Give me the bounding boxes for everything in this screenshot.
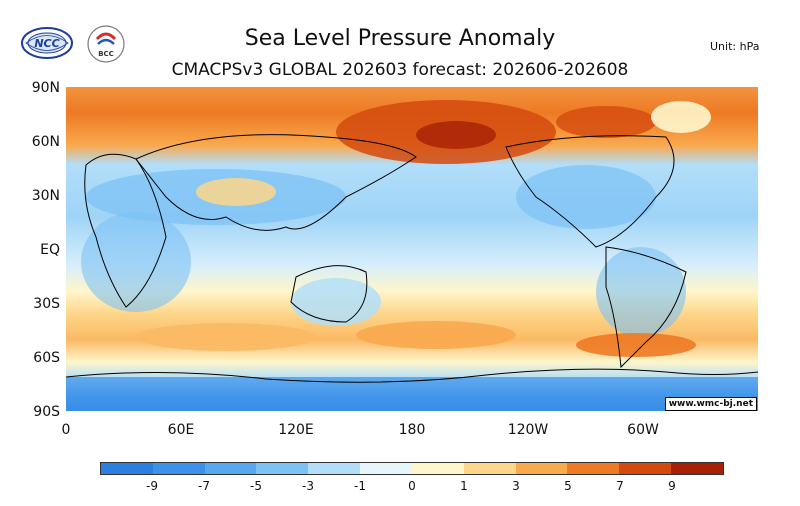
lon-label-120e: 120E [278, 422, 314, 438]
low-anomaly-greenland [651, 101, 711, 133]
map-subtitle: CMACPSv3 GLOBAL 202603 forecast: 202606-… [171, 60, 629, 80]
low-anomaly-africa [81, 212, 191, 312]
colorbar-tick-label: -5 [250, 479, 262, 493]
watermark: www.wmc-bj.net [664, 397, 757, 411]
low-anomaly-south-america [596, 247, 686, 337]
lon-label-60e: 60E [167, 422, 195, 438]
colorbar-tick-label: -1 [354, 479, 366, 493]
colorbar-tick-label: 5 [564, 479, 572, 493]
colorbar-tick-label: -3 [302, 479, 314, 493]
lon-label-0: 0 [61, 422, 71, 438]
lat-label-30s: 30S [33, 296, 60, 312]
high-anomaly-bering-core [416, 121, 496, 149]
colorbar-tick-label: -7 [198, 479, 210, 493]
colorbar-segment [256, 463, 309, 474]
lat-label-eq: EQ [40, 242, 60, 258]
colorbar-tick-label: 7 [616, 479, 624, 493]
lat-label-60n: 60N [31, 134, 60, 150]
colorbar-tick-label: 9 [668, 479, 676, 493]
bcc-logo: BCC [87, 25, 125, 63]
lon-label-120w: 120W [507, 422, 549, 438]
coastline-south-america [605, 246, 687, 369]
colorbar-tick-label: 3 [512, 479, 520, 493]
colorbar [100, 462, 724, 475]
lon-label-180: 180 [398, 422, 426, 438]
lat-label-60s: 60S [33, 350, 60, 366]
colorbar-tick-label: -9 [146, 479, 158, 493]
high-anomaly-drake [576, 333, 696, 357]
colorbar-segment [152, 463, 205, 474]
map-title: Sea Level Pressure Anomaly [244, 26, 556, 51]
unit-label: Unit: hPa [710, 40, 760, 53]
high-anomaly-s-indian [136, 323, 316, 351]
colorbar-segment [411, 463, 464, 474]
low-anomaly-tibet [196, 178, 276, 206]
coastline-north-america [505, 135, 675, 248]
colorbar-tick-label: 0 [408, 479, 416, 493]
lon-label-60w: 60W [627, 422, 659, 438]
coastline-asia [135, 134, 417, 231]
colorbar-segment [204, 463, 257, 474]
high-anomaly-arctic-canada [556, 106, 656, 138]
slp-anomaly-map [66, 87, 758, 411]
colorbar-segment [101, 463, 153, 474]
ncc-logo: NCC [21, 27, 73, 59]
svg-text:BCC: BCC [98, 50, 114, 58]
colorbar-segment [671, 463, 723, 474]
high-anomaly-s-pacific [356, 321, 516, 349]
colorbar-segment [619, 463, 672, 474]
lat-label-90n: 90N [31, 80, 60, 96]
colorbar-segment [308, 463, 361, 474]
colorbar-segment [463, 463, 516, 474]
svg-text:NCC: NCC [34, 37, 59, 50]
lat-label-30n: 30N [31, 188, 60, 204]
colorbar-segment [515, 463, 568, 474]
low-anomaly-australia [291, 278, 381, 326]
low-anomaly-north-america [516, 165, 656, 229]
low-anomaly-antarctica [66, 377, 758, 411]
coastline-antarctica [66, 368, 758, 383]
colorbar-segment [567, 463, 620, 474]
coastline-australia [290, 265, 368, 323]
lat-label-90s: 90S [33, 404, 60, 420]
colorbar-segment [360, 463, 412, 474]
colorbar-tick-label: 1 [460, 479, 468, 493]
